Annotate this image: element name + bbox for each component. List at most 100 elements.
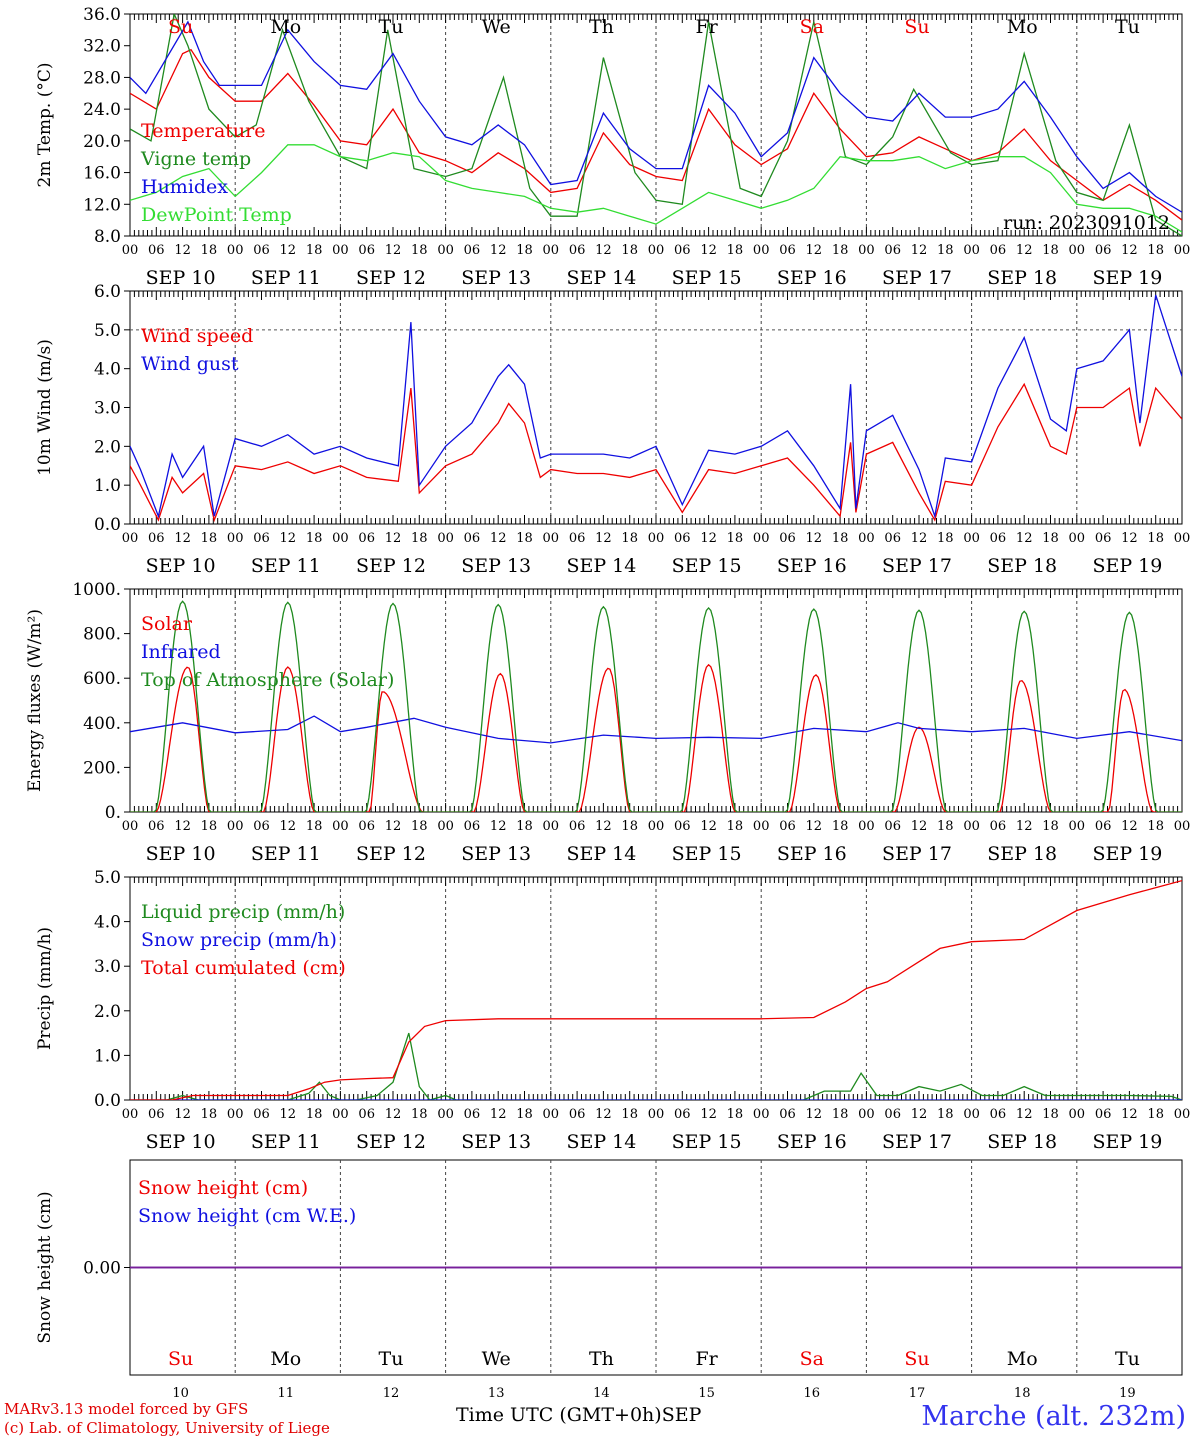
x-hour-label: 00 <box>963 243 980 258</box>
date-label: SEP 18 <box>987 267 1057 289</box>
x-hour-label: 12 <box>595 243 612 258</box>
x-hour-label: 12 <box>280 819 297 834</box>
credit-lab: (c) Lab. of Climatology, University of L… <box>4 1419 330 1437</box>
date-label: SEP 19 <box>1092 1131 1162 1153</box>
x-hour-label: 06 <box>779 819 796 834</box>
weekday-label: Tu <box>379 1348 404 1370</box>
x-hour-label: 18 <box>411 1107 428 1122</box>
y-tick-label: 5.0 <box>94 868 121 888</box>
series-line-total-cumulated-cm <box>130 879 1182 1100</box>
x-hour-label: 00 <box>332 1107 349 1122</box>
x-hour-label: 06 <box>674 243 691 258</box>
date-label: SEP 17 <box>882 555 952 577</box>
x-hour-label: 18 <box>1147 243 1164 258</box>
legend-entry: Total cumulated (cm) <box>141 957 346 979</box>
x-hour-label: 06 <box>990 1107 1007 1122</box>
date-label: SEP 18 <box>987 843 1057 865</box>
day-number: 17 <box>909 1386 926 1401</box>
y-tick-label: 6.0 <box>94 282 121 302</box>
weekday-label: Tu <box>379 16 404 38</box>
run-label: run: 2023091012 <box>1003 212 1170 234</box>
x-hour-label: 00 <box>543 243 560 258</box>
y-tick-label: 8.0 <box>94 227 121 247</box>
x-hour-label: 00 <box>227 531 244 546</box>
date-label: SEP 11 <box>251 555 321 577</box>
y-tick-label: 0.0 <box>94 1091 121 1111</box>
y-axis-label: Precip (mm/h) <box>35 927 55 1050</box>
weekday-label: Mo <box>270 1348 301 1370</box>
x-hour-label: 00 <box>543 531 560 546</box>
x-hour-label: 12 <box>700 819 717 834</box>
x-hour-label: 18 <box>411 531 428 546</box>
x-hour-label: 06 <box>1095 243 1112 258</box>
x-hour-label: 12 <box>595 1107 612 1122</box>
day-number: 14 <box>593 1386 610 1401</box>
x-hour-label: 06 <box>464 819 481 834</box>
x-hour-label: 06 <box>148 243 165 258</box>
y-tick-label: 3.0 <box>94 957 121 977</box>
legend-entry: Snow precip (mm/h) <box>141 929 337 951</box>
x-hour-label: 18 <box>727 531 744 546</box>
date-label: SEP 16 <box>777 843 847 865</box>
x-hour-label: 12 <box>385 1107 402 1122</box>
legend-entry: Temperature <box>141 120 265 142</box>
y-tick-label: 3.0 <box>94 399 121 419</box>
x-hour-label: 12 <box>1121 819 1138 834</box>
day-number: 11 <box>278 1386 295 1401</box>
x-hour-label: 06 <box>990 531 1007 546</box>
x-hour-label: 00 <box>858 819 875 834</box>
x-hour-label: 12 <box>490 819 507 834</box>
date-label: SEP 12 <box>356 1131 426 1153</box>
x-hour-label: 00 <box>648 1107 665 1122</box>
weekday-label: Tu <box>1115 1348 1140 1370</box>
date-label: SEP 19 <box>1092 267 1162 289</box>
y-tick-label: 4.0 <box>94 360 121 380</box>
date-label: SEP 13 <box>461 843 531 865</box>
x-hour-label: 06 <box>358 243 375 258</box>
x-hour-label: 18 <box>306 243 323 258</box>
x-hour-label: 18 <box>411 243 428 258</box>
x-hour-label: 18 <box>727 243 744 258</box>
x-hour-label: 06 <box>674 531 691 546</box>
date-label: SEP 17 <box>882 843 952 865</box>
date-label: SEP 17 <box>882 267 952 289</box>
date-label: SEP 19 <box>1092 555 1162 577</box>
x-hour-label: 00 <box>122 531 139 546</box>
x-hour-label: 18 <box>937 243 954 258</box>
legend-entry: Liquid precip (mm/h) <box>141 901 345 923</box>
y-tick-label: 0.00 <box>83 1259 121 1279</box>
x-hour-label: 00 <box>122 819 139 834</box>
x-hour-label: 18 <box>1147 531 1164 546</box>
x-hour-label: 06 <box>569 243 586 258</box>
x-hour-label: 06 <box>358 819 375 834</box>
x-hour-label: 00 <box>1174 1107 1191 1122</box>
x-hour-label: 00 <box>543 1107 560 1122</box>
legend-entry: Wind speed <box>141 325 253 347</box>
date-label: SEP 16 <box>777 267 847 289</box>
x-hour-label: 06 <box>464 1107 481 1122</box>
x-hour-label: 12 <box>1121 243 1138 258</box>
weekday-label: Su <box>168 16 193 38</box>
y-tick-label: 20.0 <box>83 132 121 152</box>
x-hour-label: 18 <box>937 819 954 834</box>
x-hour-label: 18 <box>306 819 323 834</box>
x-hour-label: 18 <box>516 1107 533 1122</box>
time-axis-title: Time UTC (GMT+0h)SEP <box>456 1404 701 1426</box>
x-hour-label: 18 <box>621 531 638 546</box>
day-number: 12 <box>383 1386 400 1401</box>
weekday-label: Sa <box>800 1348 824 1370</box>
date-label: SEP 10 <box>146 555 216 577</box>
y-tick-label: 2.0 <box>94 437 121 457</box>
x-hour-label: 18 <box>1042 1107 1059 1122</box>
date-label: SEP 17 <box>882 1131 952 1153</box>
date-label: SEP 10 <box>146 267 216 289</box>
x-hour-label: 00 <box>963 1107 980 1122</box>
x-hour-label: 12 <box>911 819 928 834</box>
weekday-label: Fr <box>695 1348 718 1370</box>
series-line-dewpoint-temp <box>130 144 1182 233</box>
panel-2: 0.0 1.0 2.0 3.0 4.0 5.0 6.0 10m Wind (m/s) 00 06 1… <box>35 282 1190 577</box>
y-axis-label: Snow height (cm) <box>35 1191 55 1343</box>
x-hour-label: 18 <box>306 1107 323 1122</box>
x-hour-label: 18 <box>621 1107 638 1122</box>
